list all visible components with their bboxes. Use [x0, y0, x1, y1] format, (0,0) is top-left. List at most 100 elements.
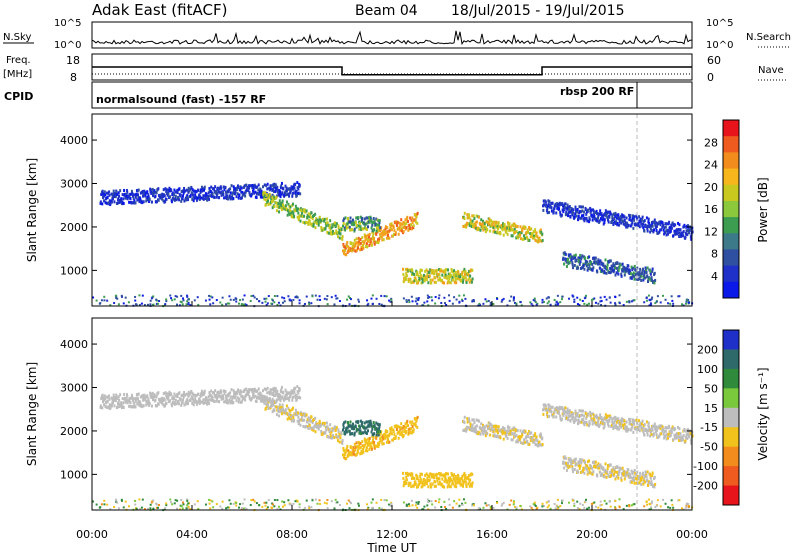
velocity-echo-cell — [403, 501, 405, 503]
velocity-echo-cell — [333, 436, 335, 439]
power-echo-cell — [452, 303, 454, 305]
power-echo-cell — [214, 185, 216, 188]
cpid-mode-1: normalsound (fast) -157 RF — [96, 93, 266, 106]
power-echo-cell — [468, 213, 470, 216]
velocity-echo-cell — [647, 434, 649, 437]
nave-label: Nave — [758, 65, 784, 76]
velocity-echo-cell — [622, 467, 624, 470]
velocity-echo-cell — [122, 397, 124, 400]
power-echo-cell — [366, 235, 368, 238]
power-echo-cell — [299, 192, 301, 195]
power-echo-cell — [267, 183, 269, 186]
power-echo-cell — [465, 276, 467, 279]
power-echo-cell — [559, 211, 561, 214]
power-echo-cell — [651, 297, 653, 299]
power-echo-cell — [498, 221, 500, 224]
velocity-echo-cell — [282, 391, 284, 394]
velocity-echo-cell — [620, 467, 622, 470]
velocity-echo-cell — [218, 400, 220, 403]
velocity-echo-cell — [648, 422, 650, 425]
velocity-echo-cell — [420, 478, 422, 481]
power-echo-cell — [559, 301, 561, 303]
power-echo-cell — [158, 199, 160, 202]
velocity-echo-cell — [621, 479, 623, 482]
velocity-echo-cell — [363, 446, 365, 449]
power-echo-cell — [667, 233, 669, 236]
velocity-echo-cell — [236, 399, 238, 402]
power-echo-cell — [614, 267, 616, 270]
power-echo-cell — [648, 295, 650, 297]
velocity-echo-cell — [577, 412, 579, 415]
power-echo-cell — [644, 277, 646, 280]
power-echo-cell — [557, 295, 559, 297]
power-echo-cell — [608, 216, 610, 219]
velocity-echo-cell — [583, 472, 585, 475]
velocity-echo-cell — [512, 433, 514, 436]
power-echo-cell — [103, 296, 105, 298]
velocity-echo-cell — [206, 397, 208, 400]
power-echo-cell — [350, 217, 352, 220]
power-echo-cell — [587, 209, 589, 212]
power-echo-cell — [165, 298, 167, 300]
velocity-echo-cell — [177, 395, 179, 398]
velocity-echo-cell — [654, 476, 656, 479]
velocity-echo-cell — [672, 507, 674, 509]
velocity-echo-cell — [200, 401, 202, 404]
power-echo-cell — [554, 299, 556, 301]
power-echo-cell — [203, 198, 205, 201]
power-echo-cell — [276, 209, 278, 212]
velocity-echo-cell — [342, 453, 344, 456]
power-echo-cell — [182, 303, 184, 305]
power-echo-cell — [654, 219, 656, 222]
power-echo-cell — [222, 193, 224, 196]
power-echo-cell — [235, 298, 237, 300]
power-echo-cell — [300, 220, 302, 223]
velocity-echo-cell — [567, 462, 569, 465]
velocity-echo-cell — [310, 506, 312, 508]
velocity-echo-cell — [158, 403, 160, 406]
power-echo-cell — [592, 219, 594, 222]
power-echo-cell — [648, 218, 650, 221]
velocity-echo-cell — [465, 474, 467, 477]
velocity-echo-cell — [285, 408, 287, 411]
velocity-echo-cell — [185, 402, 187, 405]
power-echo-cell — [558, 207, 560, 210]
velocity-echo-cell — [357, 420, 359, 423]
power-echo-cell — [523, 234, 525, 237]
velocity-echo-cell — [275, 394, 277, 397]
colorbar-tick-label: 4 — [711, 270, 718, 283]
velocity-echo-cell — [599, 471, 601, 474]
power-echo-cell — [569, 205, 571, 208]
power-echo-cell — [555, 304, 557, 306]
power-echo-cell — [208, 295, 210, 297]
velocity-echo-cell — [547, 506, 549, 508]
power-echo-cell — [149, 198, 151, 201]
velocity-echo-cell — [328, 436, 330, 439]
velocity-echo-cell — [683, 428, 685, 431]
power-echo-cell — [335, 295, 337, 297]
power-echo-cell — [471, 281, 473, 284]
velocity-echo-cell — [588, 459, 590, 462]
power-echo-cell — [262, 185, 264, 188]
power-echo-cell — [169, 295, 171, 297]
power-echo-cell — [605, 209, 607, 212]
velocity-echo-cell — [646, 420, 648, 423]
velocity-echo-cell — [436, 473, 438, 476]
power-echo-cell — [367, 225, 369, 228]
colorbar-tick-label: 24 — [704, 159, 718, 172]
power-echo-cell — [489, 230, 491, 233]
power-echo-cell — [386, 226, 388, 229]
power-echo-cell — [647, 266, 649, 269]
velocity-echo-cell — [165, 391, 167, 394]
velocity-echo-cell — [536, 435, 538, 438]
power-echo-cell — [236, 195, 238, 198]
velocity-echo-cell — [583, 414, 585, 417]
power-echo-cell — [220, 187, 222, 190]
power-echo-cell — [413, 224, 415, 227]
power-echo-cell — [268, 295, 270, 297]
velocity-echo-cell — [644, 481, 646, 484]
velocity-echo-cell — [266, 397, 268, 400]
y-tick-label: 2000 — [60, 221, 88, 234]
velocity-echo-cell — [469, 479, 471, 482]
velocity-echo-cell — [319, 420, 321, 423]
